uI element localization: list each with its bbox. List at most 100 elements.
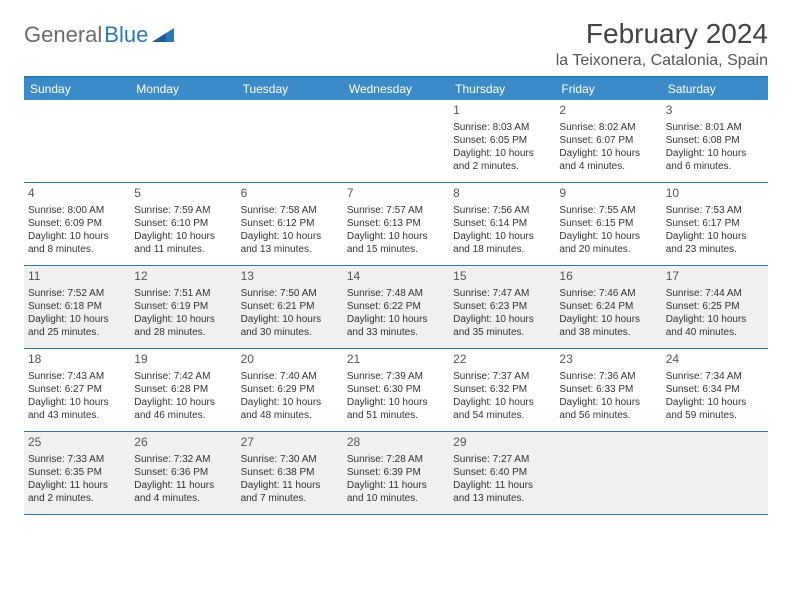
- sunset-text: Sunset: 6:19 PM: [134, 300, 232, 313]
- day-number: 17: [666, 269, 764, 285]
- day-number: 23: [559, 352, 657, 368]
- day-cell: 17Sunrise: 7:44 AMSunset: 6:25 PMDayligh…: [662, 266, 768, 348]
- week-row: 1Sunrise: 8:03 AMSunset: 6:05 PMDaylight…: [24, 100, 768, 183]
- day-cell: 29Sunrise: 7:27 AMSunset: 6:40 PMDayligh…: [449, 432, 555, 514]
- daylight-text: Daylight: 11 hours and 7 minutes.: [241, 479, 339, 505]
- sunset-text: Sunset: 6:05 PM: [453, 134, 551, 147]
- sunrise-text: Sunrise: 7:42 AM: [134, 370, 232, 383]
- daylight-text: Daylight: 10 hours and 6 minutes.: [666, 147, 764, 173]
- day-cell: 21Sunrise: 7:39 AMSunset: 6:30 PMDayligh…: [343, 349, 449, 431]
- day-cell: 12Sunrise: 7:51 AMSunset: 6:19 PMDayligh…: [130, 266, 236, 348]
- logo-text-2: Blue: [104, 22, 148, 48]
- logo: GeneralBlue: [24, 22, 174, 48]
- day-number: 26: [134, 435, 232, 451]
- day-cell: 8Sunrise: 7:56 AMSunset: 6:14 PMDaylight…: [449, 183, 555, 265]
- daylight-text: Daylight: 11 hours and 13 minutes.: [453, 479, 551, 505]
- sunset-text: Sunset: 6:36 PM: [134, 466, 232, 479]
- sunset-text: Sunset: 6:10 PM: [134, 217, 232, 230]
- week-row: 18Sunrise: 7:43 AMSunset: 6:27 PMDayligh…: [24, 349, 768, 432]
- day-number: 28: [347, 435, 445, 451]
- sunset-text: Sunset: 6:34 PM: [666, 383, 764, 396]
- sunrise-text: Sunrise: 7:59 AM: [134, 204, 232, 217]
- day-cell: 26 Sunrise: 7:32 AMSunset: 6:36 PMDayligh…: [130, 432, 236, 514]
- header: GeneralBlue February 2024 la Teixonera, …: [24, 18, 768, 70]
- daylight-text: Daylight: 10 hours and 48 minutes.: [241, 396, 339, 422]
- day-number: 6: [241, 186, 339, 202]
- logo-triangle-icon: [152, 28, 174, 42]
- day-number: 21: [347, 352, 445, 368]
- daylight-text: Daylight: 10 hours and 20 minutes.: [559, 230, 657, 256]
- empty-cell: [662, 432, 768, 514]
- day-header-sunday: Sunday: [24, 78, 130, 100]
- sunrise-text: Sunrise: 8:01 AM: [666, 121, 764, 134]
- sunset-text: Sunset: 6:17 PM: [666, 217, 764, 230]
- sunrise-text: Sunrise: 7:58 AM: [241, 204, 339, 217]
- sunrise-text: Sunrise: 7:33 AM: [28, 453, 126, 466]
- location: la Teixonera, Catalonia, Spain: [556, 52, 768, 70]
- day-header-tuesday: Tuesday: [237, 78, 343, 100]
- sunset-text: Sunset: 6:22 PM: [347, 300, 445, 313]
- sunrise-text: Sunrise: 7:46 AM: [559, 287, 657, 300]
- day-header-thursday: Thursday: [449, 78, 555, 100]
- daylight-text: Daylight: 10 hours and 59 minutes.: [666, 396, 764, 422]
- day-number: 24: [666, 352, 764, 368]
- daylight-text: Daylight: 10 hours and 43 minutes.: [28, 396, 126, 422]
- daylight-text: Daylight: 10 hours and 33 minutes.: [347, 313, 445, 339]
- empty-cell: [555, 432, 661, 514]
- day-number: 25: [28, 435, 126, 451]
- day-cell: 1Sunrise: 8:03 AMSunset: 6:05 PMDaylight…: [449, 100, 555, 182]
- sunset-text: Sunset: 6:12 PM: [241, 217, 339, 230]
- daylight-text: Daylight: 11 hours and 2 minutes.: [28, 479, 126, 505]
- day-cell: 16Sunrise: 7:46 AMSunset: 6:24 PMDayligh…: [555, 266, 661, 348]
- day-cell: 18Sunrise: 7:43 AMSunset: 6:27 PMDayligh…: [24, 349, 130, 431]
- daylight-text: Daylight: 10 hours and 2 minutes.: [453, 147, 551, 173]
- day-number: 8: [453, 186, 551, 202]
- day-number: 16: [559, 269, 657, 285]
- sunset-text: Sunset: 6:24 PM: [559, 300, 657, 313]
- sunrise-text: Sunrise: 8:02 AM: [559, 121, 657, 134]
- sunset-text: Sunset: 6:40 PM: [453, 466, 551, 479]
- day-number: 19: [134, 352, 232, 368]
- sunrise-text: Sunrise: 7:52 AM: [28, 287, 126, 300]
- sunset-text: Sunset: 6:35 PM: [28, 466, 126, 479]
- month-title: February 2024: [556, 18, 768, 50]
- sunset-text: Sunset: 6:29 PM: [241, 383, 339, 396]
- week-row: 25Sunrise: 7:33 AMSunset: 6:35 PMDayligh…: [24, 432, 768, 515]
- sunrise-text: Sunrise: 7:32 AM: [134, 453, 232, 466]
- sunset-text: Sunset: 6:38 PM: [241, 466, 339, 479]
- sunset-text: Sunset: 6:27 PM: [28, 383, 126, 396]
- sunset-text: Sunset: 6:15 PM: [559, 217, 657, 230]
- sunrise-text: Sunrise: 7:39 AM: [347, 370, 445, 383]
- empty-cell: [130, 100, 236, 182]
- daylight-text: Daylight: 10 hours and 25 minutes.: [28, 313, 126, 339]
- day-cell: 19Sunrise: 7:42 AMSunset: 6:28 PMDayligh…: [130, 349, 236, 431]
- day-number: 15: [453, 269, 551, 285]
- day-cell: 20 Sunrise: 7:40 AMSunset: 6:29 PMDayligh…: [237, 349, 343, 431]
- daylight-text: Daylight: 10 hours and 11 minutes.: [134, 230, 232, 256]
- daylight-text: Daylight: 10 hours and 8 minutes.: [28, 230, 126, 256]
- logo-text-1: General: [24, 22, 102, 48]
- sunset-text: Sunset: 6:32 PM: [453, 383, 551, 396]
- day-number: 27: [241, 435, 339, 451]
- day-cell: 23Sunrise: 7:36 AMSunset: 6:33 PMDayligh…: [555, 349, 661, 431]
- day-header-wednesday: Wednesday: [343, 78, 449, 100]
- day-number: 3: [666, 103, 764, 119]
- daylight-text: Daylight: 10 hours and 30 minutes.: [241, 313, 339, 339]
- day-number: 5: [134, 186, 232, 202]
- day-number: 20: [241, 352, 339, 368]
- day-cell: 24Sunrise: 7:34 AMSunset: 6:34 PMDayligh…: [662, 349, 768, 431]
- sunset-text: Sunset: 6:23 PM: [453, 300, 551, 313]
- day-number: 10: [666, 186, 764, 202]
- day-header-row: SundayMondayTuesdayWednesdayThursdayFrid…: [24, 78, 768, 100]
- sunrise-text: Sunrise: 7:40 AM: [241, 370, 339, 383]
- sunrise-text: Sunrise: 7:37 AM: [453, 370, 551, 383]
- day-cell: 10Sunrise: 7:53 AMSunset: 6:17 PMDayligh…: [662, 183, 768, 265]
- day-number: 9: [559, 186, 657, 202]
- daylight-text: Daylight: 11 hours and 4 minutes.: [134, 479, 232, 505]
- day-cell: 4Sunrise: 8:00 AMSunset: 6:09 PMDaylight…: [24, 183, 130, 265]
- sunrise-text: Sunrise: 7:57 AM: [347, 204, 445, 217]
- day-cell: 9Sunrise: 7:55 AMSunset: 6:15 PMDaylight…: [555, 183, 661, 265]
- day-cell: 25 Sunrise: 7:33 AMSunset: 6:35 PMDayligh…: [24, 432, 130, 514]
- sunset-text: Sunset: 6:21 PM: [241, 300, 339, 313]
- sunrise-text: Sunrise: 8:00 AM: [28, 204, 126, 217]
